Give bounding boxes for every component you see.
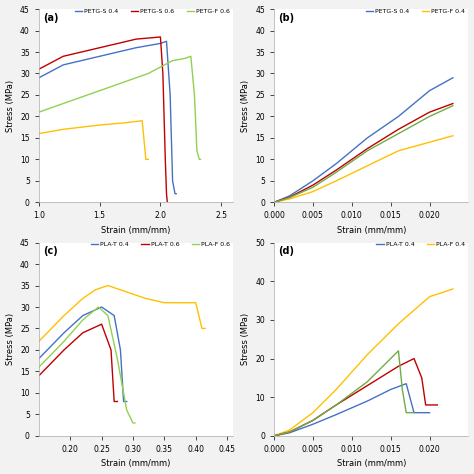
Legend: PLA-T 0.4, PLA-T 0.6, PLA-F 0.6: PLA-T 0.4, PLA-T 0.6, PLA-F 0.6 <box>88 239 233 250</box>
X-axis label: Strain (mm/mm): Strain (mm/mm) <box>101 459 171 468</box>
Y-axis label: Stress (MPa): Stress (MPa) <box>6 313 15 365</box>
Legend: PETG-S 0.4, PETG-F 0.4: PETG-S 0.4, PETG-F 0.4 <box>363 6 468 16</box>
Text: (c): (c) <box>43 246 57 256</box>
X-axis label: Strain (mm/mm): Strain (mm/mm) <box>337 459 406 468</box>
X-axis label: Strain (mm/mm): Strain (mm/mm) <box>337 226 406 235</box>
Text: (a): (a) <box>43 13 58 23</box>
Legend: PLA-T 0.4, PLA-F 0.4: PLA-T 0.4, PLA-F 0.4 <box>374 239 468 250</box>
Text: (d): (d) <box>278 246 294 256</box>
Y-axis label: Stress (MPa): Stress (MPa) <box>241 80 250 132</box>
X-axis label: Strain (mm/mm): Strain (mm/mm) <box>101 226 171 235</box>
Text: (b): (b) <box>278 13 294 23</box>
Y-axis label: Stress (MPa): Stress (MPa) <box>6 80 15 132</box>
Legend: PETG-S 0.4, PETG-S 0.6, PETG-F 0.6: PETG-S 0.4, PETG-S 0.6, PETG-F 0.6 <box>73 6 233 16</box>
Y-axis label: Stress (MPa): Stress (MPa) <box>241 313 250 365</box>
